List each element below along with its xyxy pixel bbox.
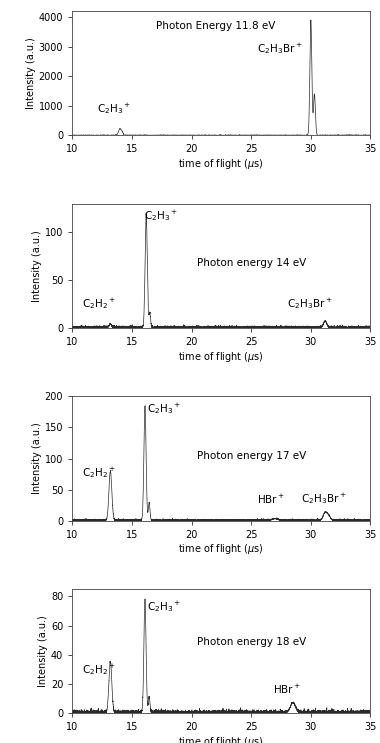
Text: C$_2$H$_3$Br$^+$: C$_2$H$_3$Br$^+$ <box>287 296 332 311</box>
Text: HBr$^+$: HBr$^+$ <box>273 683 301 695</box>
Text: Photon energy 18 eV: Photon energy 18 eV <box>198 637 307 647</box>
Text: Photon Energy 11.8 eV: Photon Energy 11.8 eV <box>156 21 275 31</box>
X-axis label: time of flight ($\mu$s): time of flight ($\mu$s) <box>179 350 264 364</box>
Text: C$_2$H$_2$$^+$: C$_2$H$_2$$^+$ <box>82 465 116 480</box>
Y-axis label: Intensity (a.u.): Intensity (a.u.) <box>38 615 48 687</box>
Text: C$_2$H$_3$$^+$: C$_2$H$_3$$^+$ <box>147 401 181 416</box>
Text: C$_2$H$_3$Br$^+$: C$_2$H$_3$Br$^+$ <box>257 41 302 56</box>
Y-axis label: Intensity (a.u.): Intensity (a.u.) <box>26 37 36 109</box>
X-axis label: time of flight ($\mu$s): time of flight ($\mu$s) <box>179 158 264 171</box>
X-axis label: time of flight ($\mu$s): time of flight ($\mu$s) <box>179 735 264 743</box>
X-axis label: time of flight ($\mu$s): time of flight ($\mu$s) <box>179 542 264 557</box>
Text: C$_2$H$_2$$^+$: C$_2$H$_2$$^+$ <box>82 296 116 311</box>
Text: HBr$^+$: HBr$^+$ <box>257 493 285 507</box>
Text: Photon energy 14 eV: Photon energy 14 eV <box>198 259 307 268</box>
Text: Photon energy 17 eV: Photon energy 17 eV <box>198 451 307 461</box>
Text: C$_2$H$_3$Br$^+$: C$_2$H$_3$Br$^+$ <box>301 491 347 507</box>
Y-axis label: Intensity (a.u.): Intensity (a.u.) <box>32 423 42 494</box>
Text: C$_2$H$_3$$^+$: C$_2$H$_3$$^+$ <box>144 208 178 223</box>
Text: C$_2$H$_3$$^+$: C$_2$H$_3$$^+$ <box>147 599 181 614</box>
Text: C$_2$H$_3$$^+$: C$_2$H$_3$$^+$ <box>97 101 131 116</box>
Text: C$_2$H$_2$$^+$: C$_2$H$_2$$^+$ <box>82 662 116 677</box>
Y-axis label: Intensity (a.u.): Intensity (a.u.) <box>32 230 42 302</box>
